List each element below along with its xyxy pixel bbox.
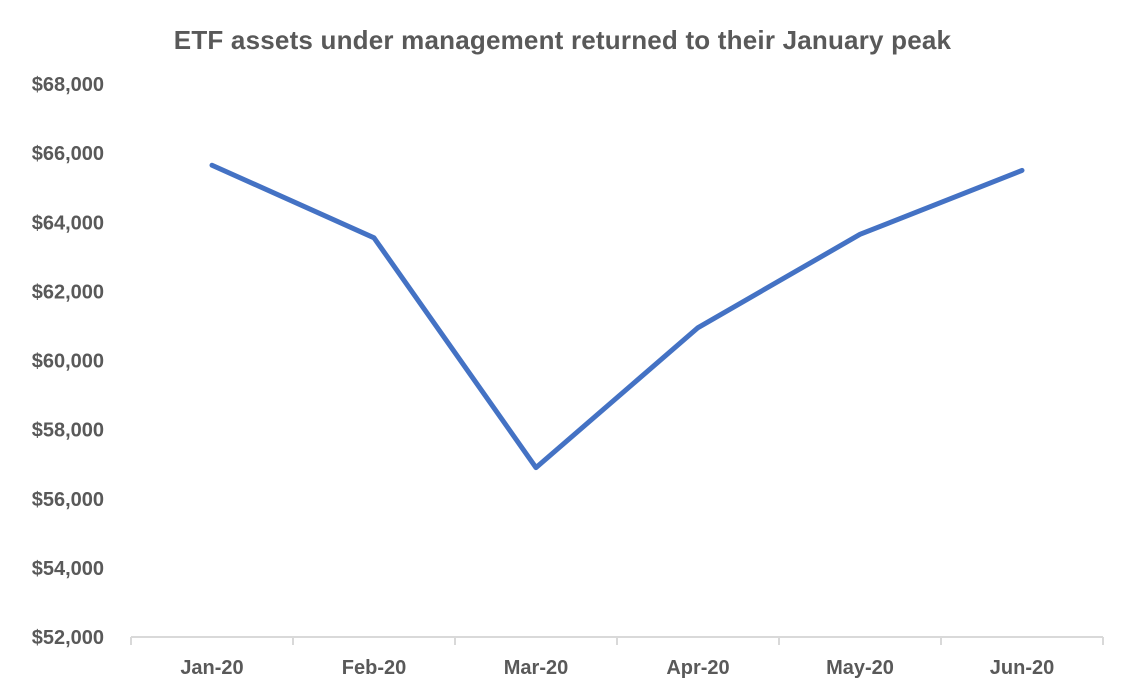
x-tick-label: May-20	[826, 657, 894, 679]
y-tick-label: $54,000	[32, 558, 104, 580]
x-tick-label: Mar-20	[504, 657, 568, 679]
y-tick-label: $52,000	[32, 627, 104, 649]
series-layer	[209, 162, 1025, 471]
y-tick-label: $62,000	[32, 281, 104, 303]
x-tick-label: Jan-20	[180, 657, 243, 679]
x-axis	[130, 636, 1104, 645]
x-axis-labels: Jan-20 Feb-20 Mar-20 Apr-20 May-20 Jun-20	[180, 657, 1054, 679]
y-tick-label: $60,000	[32, 351, 104, 373]
chart-title: ETF assets under management returned to …	[173, 25, 952, 55]
y-tick-label: $68,000	[32, 74, 104, 96]
data-series-line	[209, 162, 1025, 471]
y-tick-label: $56,000	[32, 489, 104, 511]
y-tick-label: $58,000	[32, 420, 104, 442]
y-axis-labels: $52,000 $54,000 $56,000 $58,000 $60,000 $62,0…	[32, 74, 104, 649]
y-tick-label: $64,000	[32, 212, 104, 234]
y-tick-label: $66,000	[32, 143, 104, 165]
x-tick-label: Jun-20	[990, 657, 1054, 679]
x-tick-label: Apr-20	[666, 657, 729, 679]
x-tick-label: Feb-20	[342, 657, 406, 679]
